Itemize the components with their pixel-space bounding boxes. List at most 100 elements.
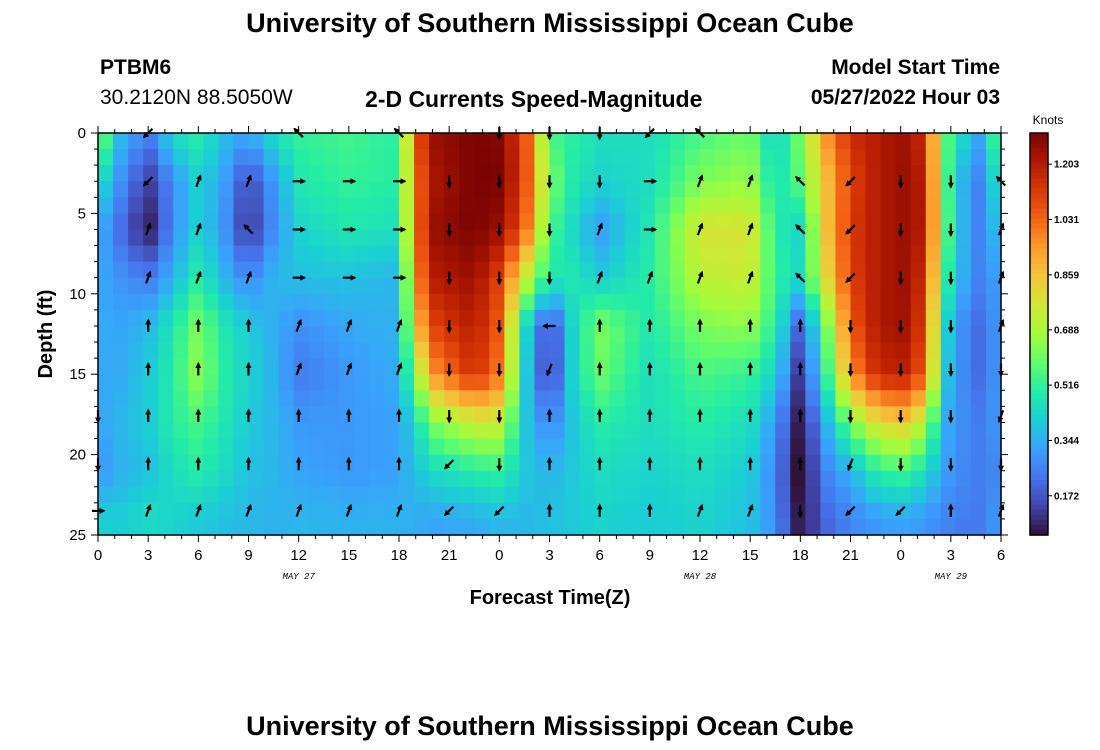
heatmap-cell (323, 245, 340, 263)
heatmap-cell (654, 261, 671, 279)
heatmap-cell (203, 438, 219, 456)
heatmap-cell (940, 165, 957, 182)
heatmap-cell (248, 438, 265, 456)
heatmap-cell (399, 181, 415, 198)
heatmap-cell (143, 438, 159, 456)
heatmap-cell (835, 518, 852, 536)
heatmap-cell (880, 486, 897, 504)
heatmap-cell (760, 342, 776, 359)
heatmap-cell (383, 454, 400, 472)
colorbar-segment (1030, 133, 1048, 139)
heatmap-cell (459, 406, 475, 424)
colorbar-segment (1030, 334, 1048, 340)
heatmap-cell (248, 165, 265, 182)
heatmap-cell (955, 181, 972, 198)
heatmap-cell (790, 245, 806, 263)
current-arrow (696, 174, 704, 188)
heatmap-cell (429, 502, 445, 520)
heatmap-cell (970, 470, 987, 488)
heatmap-cell (218, 293, 235, 311)
heatmap-cell (188, 486, 204, 504)
heatmap-cell (248, 374, 265, 391)
heatmap-cell (940, 518, 957, 536)
heatmap-cell (880, 325, 897, 343)
heatmap-cell (203, 213, 219, 231)
heatmap-cell (489, 293, 505, 311)
heatmap-cell (549, 133, 566, 150)
heatmap-cell (429, 197, 445, 214)
heatmap-cell (925, 486, 942, 504)
heatmap-cell (850, 245, 867, 263)
colorbar-segment (1030, 509, 1048, 516)
heatmap-cell (594, 309, 611, 327)
heatmap-cell (278, 261, 295, 279)
heatmap-cell (444, 486, 460, 504)
heatmap-cell (624, 213, 641, 231)
heatmap-cell (910, 486, 927, 504)
heatmap-cell (549, 181, 566, 198)
heatmap-cell (910, 454, 927, 472)
heatmap-cell (233, 390, 250, 407)
heatmap-cell (399, 390, 415, 407)
heatmap-cell (985, 293, 1002, 311)
heatmap-cell (654, 406, 671, 424)
heatmap-cell (188, 197, 204, 214)
chart-subtitle: 2-D Currents Speed-Magnitude (365, 86, 703, 112)
colorbar-segment (1030, 178, 1048, 184)
heatmap-cell (760, 261, 776, 279)
colorbar-segment (1030, 273, 1048, 280)
heatmap-cell (474, 133, 490, 150)
heatmap-cell (368, 454, 385, 472)
heatmap-cell (850, 342, 867, 359)
heatmap-cell (203, 406, 219, 424)
heatmap-cell (624, 245, 641, 263)
colorbar-segment (1030, 449, 1048, 456)
heatmap-cell (880, 245, 897, 263)
current-arrow (145, 270, 152, 284)
heatmap-cell (624, 390, 641, 407)
heatmap-cell (338, 293, 355, 311)
heatmap-cell (925, 197, 942, 214)
heatmap-cell (760, 277, 776, 295)
heatmap-cell (820, 342, 837, 359)
heatmap-cell (775, 149, 791, 166)
heatmap-cell (414, 454, 430, 472)
heatmap-cell (895, 197, 912, 214)
heatmap-cell (489, 165, 505, 182)
heatmap-cell (775, 406, 791, 424)
heatmap-cell (910, 325, 927, 343)
heatmap-cell (579, 502, 596, 520)
heatmap-cell (669, 133, 686, 150)
heatmap-cell (353, 165, 370, 182)
current-arrow (295, 362, 302, 376)
heatmap-cell (955, 390, 972, 407)
heatmap-cell (353, 245, 370, 263)
heatmap-cell (399, 406, 415, 424)
heatmap-cell (113, 309, 129, 327)
heatmap-cell (609, 277, 626, 295)
heatmap-cell (669, 165, 686, 182)
heatmap-cell (760, 406, 776, 424)
heatmap-cell (233, 133, 250, 150)
heatmap-cell (850, 277, 867, 295)
heatmap-cell (790, 342, 806, 359)
heatmap-cell (910, 374, 927, 391)
heatmap-cell (534, 342, 551, 359)
heatmap-cell (353, 197, 370, 214)
current-arrow (795, 224, 806, 235)
heatmap-cell (985, 149, 1002, 166)
heatmap-cell (368, 213, 385, 231)
heatmap-cell (745, 165, 761, 182)
x-tick-label: 9 (244, 547, 252, 564)
heatmap-cell (549, 342, 566, 359)
heatmap-cell (684, 358, 701, 375)
heatmap-cell (383, 518, 400, 536)
heatmap-cell (459, 470, 475, 488)
colorbar-segment (1030, 349, 1048, 355)
heatmap-cell (700, 293, 716, 311)
heatmap-cell (624, 438, 641, 456)
heatmap-cell (113, 454, 129, 472)
heatmap-cell (263, 422, 280, 440)
heatmap-cell (805, 325, 821, 343)
heatmap-cell (715, 454, 731, 472)
